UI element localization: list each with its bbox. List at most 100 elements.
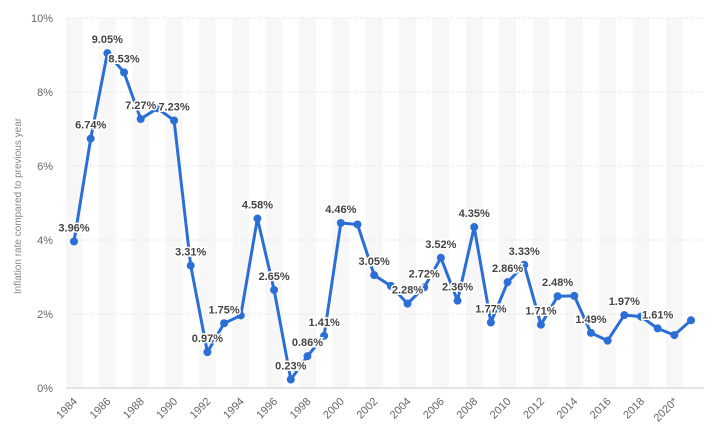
column-band — [632, 18, 650, 388]
series-line — [72, 51, 693, 381]
x-tick-label: 2000 — [321, 396, 347, 422]
x-tick-label: 1986 — [88, 396, 114, 422]
column-band — [99, 18, 116, 388]
y-tick-label: 4% — [37, 235, 53, 247]
data-point — [420, 283, 429, 292]
data-label: 1.71% — [525, 306, 556, 318]
data-label: 3.33% — [509, 246, 540, 258]
data-label: 2.86% — [492, 263, 523, 275]
data-points — [70, 49, 695, 384]
x-tick-label: 2020* — [652, 395, 681, 424]
column-band — [499, 18, 516, 388]
data-label: 4.35% — [459, 208, 490, 220]
x-tick-label: 1984 — [54, 396, 80, 422]
data-point — [336, 218, 345, 227]
column-band — [365, 18, 383, 388]
x-tick-label: 1990 — [154, 396, 180, 422]
data-point — [370, 271, 379, 280]
data-point — [286, 375, 295, 384]
x-tick-label: 1992 — [188, 396, 214, 422]
data-point — [620, 311, 629, 320]
y-tick-label: 8% — [37, 87, 53, 99]
data-point — [186, 261, 195, 270]
data-label: 4.46% — [325, 204, 356, 216]
data-point — [353, 220, 362, 229]
data-label: 1.75% — [208, 304, 239, 316]
y-axis-ticks: 0% 2% 4% 6% 8% 10% — [31, 13, 53, 395]
column-band — [532, 18, 550, 388]
data-label: 2.72% — [409, 268, 440, 280]
data-label: 1.41% — [309, 317, 340, 329]
data-point — [86, 134, 95, 143]
column-band — [165, 18, 183, 388]
data-label: 7.27% — [125, 100, 156, 112]
y-tick-label: 10% — [31, 13, 53, 25]
y-axis-label: Inflation rate compared to previous year — [13, 117, 24, 294]
column-band — [465, 18, 483, 388]
data-point — [136, 115, 145, 124]
column-band — [199, 18, 216, 388]
data-point — [236, 311, 245, 320]
x-tick-label: 2014 — [555, 396, 581, 422]
data-label: 2.65% — [259, 271, 290, 283]
data-labels: 3.96% 6.74% 9.05% 8.53% 7.27% 7.23% 3.31% 0.97%… — [57, 33, 675, 374]
data-point — [203, 348, 212, 357]
data-point — [453, 296, 462, 305]
data-point — [586, 328, 595, 337]
x-tick-label: 2016 — [588, 396, 614, 422]
column-band — [299, 18, 316, 388]
data-point — [436, 253, 445, 262]
x-tick-label: 2004 — [388, 396, 414, 422]
data-label: 2.48% — [542, 277, 573, 289]
column-band — [565, 18, 583, 388]
data-point — [553, 292, 562, 301]
data-label: 7.23% — [158, 101, 189, 113]
y-tick-label: 2% — [37, 309, 53, 321]
data-point — [570, 291, 579, 300]
data-label: 1.77% — [475, 304, 506, 316]
data-label: 6.74% — [75, 120, 106, 132]
x-tick-label: 1994 — [221, 396, 247, 422]
data-point — [103, 49, 112, 58]
data-point — [70, 237, 78, 246]
gridlines — [66, 17, 704, 389]
data-point — [220, 319, 229, 328]
data-label: 3.31% — [175, 247, 206, 259]
data-point — [403, 299, 412, 308]
data-point — [386, 281, 395, 290]
data-point — [303, 352, 312, 361]
data-label: 0.86% — [292, 337, 323, 349]
column-band — [432, 18, 450, 388]
data-point — [670, 331, 679, 340]
x-tick-label: 2010 — [488, 396, 514, 422]
data-label: 2.28% — [392, 285, 423, 297]
data-point — [653, 324, 662, 333]
x-axis-ticks: 1984 1986 1988 1990 1992 1994 1996 1998 2000 2002… — [54, 395, 681, 424]
data-label: 2.36% — [442, 282, 473, 294]
data-point — [153, 104, 162, 113]
data-point — [470, 223, 479, 232]
data-point — [320, 331, 329, 340]
data-point — [687, 316, 695, 325]
data-point — [603, 336, 612, 345]
data-label: 3.96% — [58, 222, 89, 234]
x-tick-label: 2008 — [455, 396, 481, 422]
column-band — [132, 18, 150, 388]
y-tick-label: 0% — [37, 383, 53, 395]
x-tick-label: 1988 — [121, 396, 147, 422]
y-tick-label: 6% — [37, 161, 53, 173]
data-point — [120, 68, 129, 77]
data-point — [253, 214, 262, 223]
column-band — [599, 18, 616, 388]
column-band — [665, 18, 683, 388]
column-band — [66, 18, 83, 388]
data-label: 4.58% — [242, 200, 273, 212]
data-label: 1.97% — [609, 296, 640, 308]
data-point — [503, 278, 512, 287]
x-tick-label: 2018 — [621, 396, 647, 422]
data-point — [270, 285, 279, 294]
data-label: 8.53% — [108, 53, 139, 65]
x-tick-label: 1996 — [254, 396, 280, 422]
column-band — [265, 18, 283, 388]
